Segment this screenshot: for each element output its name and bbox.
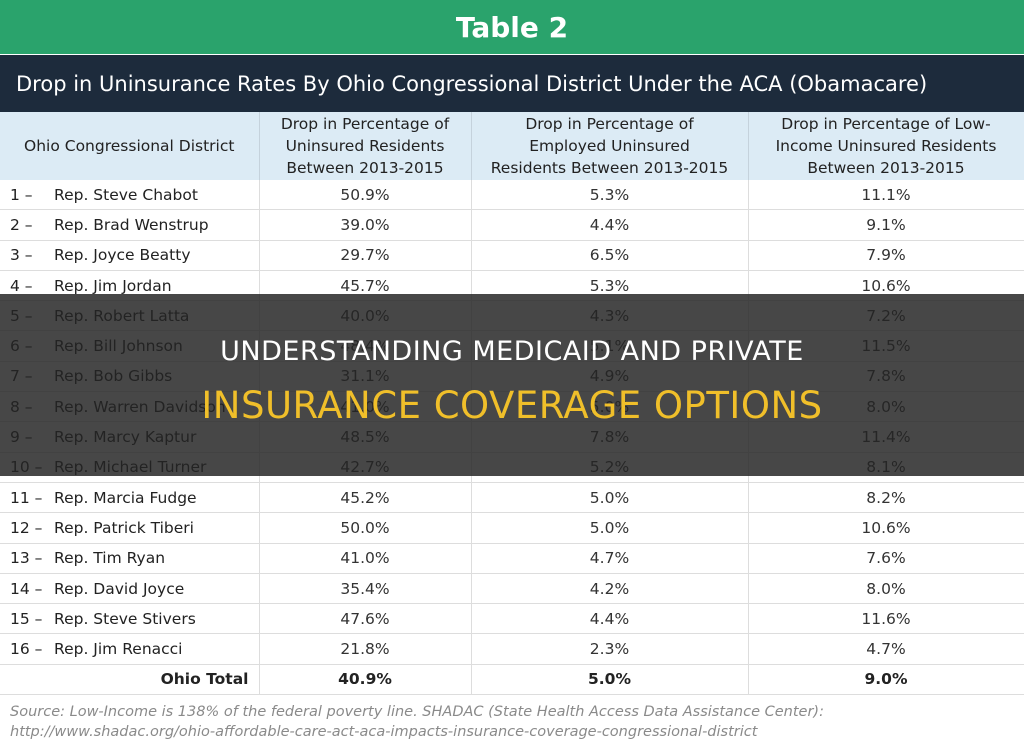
employed-drop-cell: 4.4%	[471, 209, 749, 241]
district-cell: 15 – Rep. Steve Stivers	[0, 603, 260, 635]
table-row: 16 – Rep. Jim Renacci 21.8% 2.3% 4.7%	[0, 633, 1024, 665]
employed-drop-cell: 4.4%	[471, 603, 749, 635]
overlay-headline-line-2: INSURANCE COVERAGE OPTIONS	[201, 384, 823, 427]
low-income-drop-cell: 11.1%	[748, 180, 1024, 211]
uninsured-drop-cell: 35.4%	[259, 573, 472, 605]
uninsured-drop-cell: 39.0%	[259, 209, 472, 241]
total-row: Ohio Total 40.9% 5.0% 9.0%	[0, 664, 1024, 696]
representative-name: Rep. Steve Chabot	[54, 185, 198, 204]
representative-name: Rep. Tim Ryan	[54, 549, 166, 568]
low-income-drop-cell: 10.6%	[748, 512, 1024, 544]
representative-name: Rep. Steve Stivers	[54, 609, 196, 628]
representative-name: Rep. Brad Wenstrup	[54, 215, 209, 234]
table-row: 1 – Rep. Steve Chabot 50.9% 5.3% 11.1%	[0, 180, 1024, 211]
representative-name: Rep. Jim Jordan	[54, 276, 172, 295]
low-income-drop-cell: 9.1%	[748, 209, 1024, 241]
uninsured-drop-cell: 50.0%	[259, 512, 472, 544]
low-income-drop-cell: 7.9%	[748, 240, 1024, 271]
representative-name: Rep. Jim Renacci	[54, 640, 183, 659]
column-header-low-income: Drop in Percentage of Low- Income Uninsu…	[748, 112, 1024, 180]
table-row: 12 – Rep. Patrick Tiberi 50.0% 5.0% 10.6%	[0, 512, 1024, 544]
district-cell: 1 – Rep. Steve Chabot	[0, 180, 260, 211]
table-subtitle: Drop in Uninsurance Rates By Ohio Congre…	[0, 55, 1024, 112]
employed-drop-cell: 4.2%	[471, 573, 749, 605]
low-income-drop-cell: 4.7%	[748, 633, 1024, 665]
district-number: 16 –	[10, 640, 43, 659]
employed-drop-cell: 6.5%	[471, 240, 749, 271]
employed-drop-cell: 2.3%	[471, 633, 749, 665]
employed-drop-cell: 5.3%	[471, 180, 749, 211]
column-header-district: Ohio Congressional District	[0, 112, 260, 180]
district-number: 12 –	[10, 518, 43, 537]
overlay-headline-line-1: UNDERSTANDING MEDICAID AND PRIVATE	[220, 336, 804, 367]
representative-name: Rep. Joyce Beatty	[54, 246, 191, 265]
district-number: 2 –	[10, 215, 33, 234]
employed-drop-cell: 5.0%	[471, 512, 749, 544]
representative-name: Rep. Marcia Fudge	[54, 488, 197, 507]
representative-name: Rep. David Joyce	[54, 579, 185, 598]
table-header-row: Ohio Congressional District Drop in Perc…	[0, 112, 1024, 180]
uninsured-drop-cell: 50.9%	[259, 180, 472, 211]
uninsured-drop-cell: 41.0%	[259, 543, 472, 574]
table-row: 13 – Rep. Tim Ryan 41.0% 4.7% 7.6%	[0, 543, 1024, 574]
district-cell: 14 – Rep. David Joyce	[0, 573, 260, 605]
column-header-employed: Drop in Percentage of Employed Uninsured…	[471, 112, 749, 180]
column-header-uninsured: Drop in Percentage of Uninsured Resident…	[259, 112, 472, 180]
district-cell: 16 – Rep. Jim Renacci	[0, 633, 260, 665]
low-income-drop-cell: 8.0%	[748, 573, 1024, 605]
district-cell: 3 – Rep. Joyce Beatty	[0, 240, 260, 271]
uninsured-drop-cell: 21.8%	[259, 633, 472, 665]
uninsured-drop-cell: 29.7%	[259, 240, 472, 271]
table-row: 2 – Rep. Brad Wenstrup 39.0% 4.4% 9.1%	[0, 209, 1024, 241]
district-cell: 12 – Rep. Patrick Tiberi	[0, 512, 260, 544]
district-number: 15 –	[10, 609, 43, 628]
uninsured-drop-cell: 45.2%	[259, 482, 472, 514]
district-number: 1 –	[10, 185, 33, 204]
low-income-drop-cell: 7.6%	[748, 543, 1024, 574]
district-cell: 13 – Rep. Tim Ryan	[0, 543, 260, 574]
total-label: Ohio Total	[0, 664, 260, 696]
table-row: 15 – Rep. Steve Stivers 47.6% 4.4% 11.6%	[0, 603, 1024, 635]
low-income-drop-cell: 8.2%	[748, 482, 1024, 514]
total-uninsured-cell: 40.9%	[259, 664, 472, 696]
uninsured-drop-cell: 47.6%	[259, 603, 472, 635]
table-row: 14 – Rep. David Joyce 35.4% 4.2% 8.0%	[0, 573, 1024, 605]
district-cell: 2 – Rep. Brad Wenstrup	[0, 209, 260, 241]
representative-name: Rep. Patrick Tiberi	[54, 518, 194, 537]
district-number: 11 –	[10, 488, 43, 507]
district-number: 4 –	[10, 276, 33, 295]
table-title: Table 2	[0, 0, 1024, 55]
source-note: Source: Low-Income is 138% of the federa…	[10, 704, 824, 740]
district-number: 14 –	[10, 579, 43, 598]
employed-drop-cell: 5.0%	[471, 482, 749, 514]
total-low-income-cell: 9.0%	[748, 664, 1024, 696]
district-cell: 11 – Rep. Marcia Fudge	[0, 482, 260, 514]
table-row: 3 – Rep. Joyce Beatty 29.7% 6.5% 7.9%	[0, 240, 1024, 271]
total-employed-cell: 5.0%	[471, 664, 749, 696]
district-number: 3 –	[10, 246, 33, 265]
district-number: 13 –	[10, 549, 43, 568]
low-income-drop-cell: 11.6%	[748, 603, 1024, 635]
table-row: 11 – Rep. Marcia Fudge 45.2% 5.0% 8.2%	[0, 482, 1024, 514]
overlay-banner	[0, 294, 1024, 476]
employed-drop-cell: 4.7%	[471, 543, 749, 574]
